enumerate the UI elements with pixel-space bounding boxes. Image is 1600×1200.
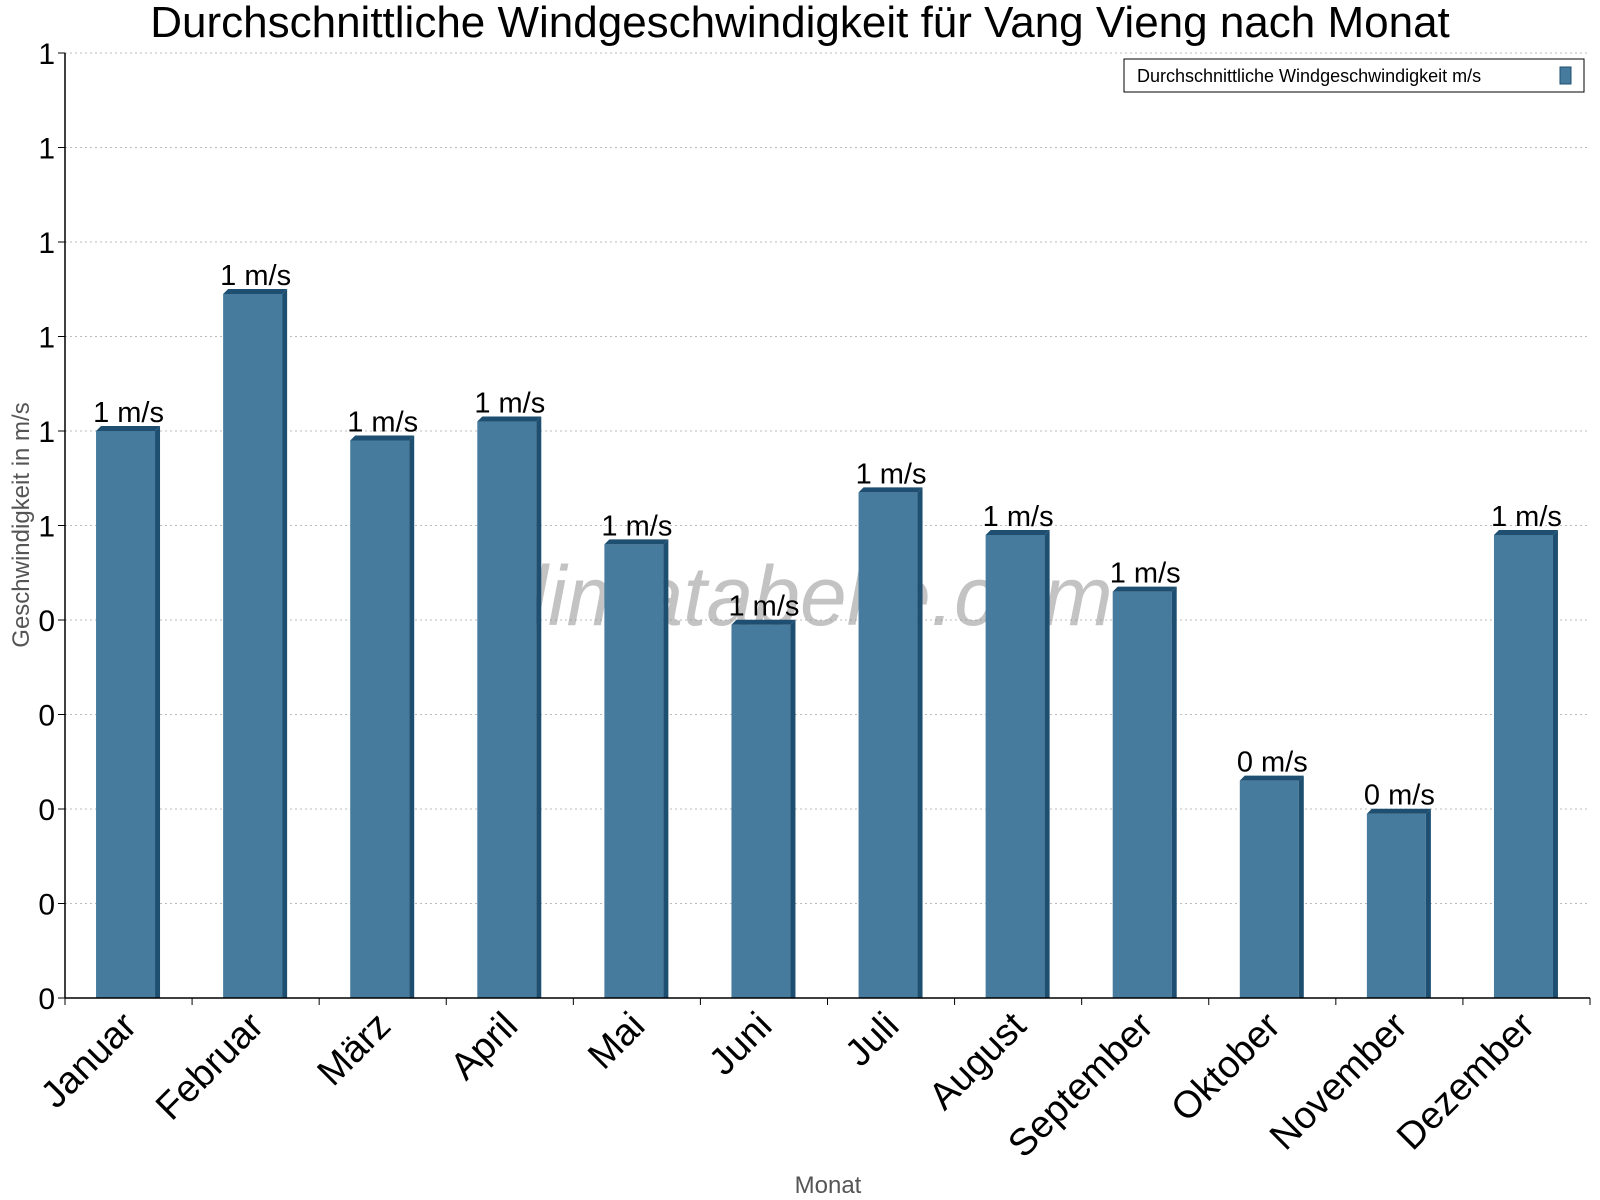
bar-front — [1366, 813, 1426, 998]
y-axis-title: Geschwindigkeit in m/s — [8, 402, 35, 647]
bar-juli — [858, 487, 923, 998]
bar-side — [1044, 529, 1050, 998]
bar-front — [1493, 534, 1553, 998]
y-tick-label: 0 — [38, 794, 55, 827]
y-tick-label: 1 — [38, 511, 55, 544]
bar-value-label: 1 m/s — [729, 591, 800, 623]
bar-value-label: 1 m/s — [474, 388, 545, 420]
bar-front — [223, 293, 283, 999]
bar-oktober — [1239, 775, 1304, 998]
bar-front — [731, 624, 791, 998]
bar-top — [96, 426, 161, 431]
legend: Durchschnittliche Windgeschwindigkeit m/… — [1123, 58, 1585, 93]
gridlines — [65, 52, 1590, 904]
y-tick-label: 1 — [38, 227, 55, 260]
bar-side — [155, 426, 161, 998]
x-tick-label: Januar — [33, 1004, 145, 1116]
bar-side — [1171, 586, 1177, 998]
bar-top — [1239, 775, 1304, 781]
bar-april — [477, 416, 542, 998]
bar-value-label: 0 m/s — [1237, 747, 1308, 779]
bar-august — [985, 529, 1050, 998]
x-tick-label: November — [1262, 1004, 1416, 1158]
y-tick-label: 0 — [38, 889, 55, 922]
bar-side — [917, 487, 923, 998]
chart-title: Durchschnittliche Windgeschwindigkeit fü… — [150, 0, 1450, 47]
bar-top — [350, 435, 415, 441]
bar-front — [1112, 591, 1172, 998]
y-tick-label: 1 — [38, 416, 55, 449]
bar-top — [1493, 529, 1558, 535]
x-ticks: Januar Februar März April Mai Juni Juli AugustS… — [33, 998, 1591, 1166]
bar-value-label: 1 m/s — [856, 458, 927, 490]
bar-front — [477, 421, 537, 998]
bar-top — [1366, 808, 1431, 814]
bar-side — [1298, 775, 1304, 998]
bar-märz — [350, 435, 415, 998]
legend-label: Durchschnittliche Windgeschwindigkeit m/… — [1137, 66, 1481, 86]
bar-top — [477, 416, 542, 422]
y-tick-label: 1 — [38, 322, 55, 355]
bar-value-label: 1 m/s — [983, 501, 1054, 533]
bar-top — [1112, 586, 1177, 592]
x-tick-label: Oktober — [1163, 1004, 1289, 1130]
bar-side — [1425, 808, 1431, 998]
legend-swatch — [1559, 66, 1572, 85]
bar-front — [604, 544, 664, 998]
legend-box — [1123, 58, 1585, 93]
bar-top — [604, 539, 669, 545]
y-tick-label: 1 — [38, 133, 55, 166]
x-tick-label: Mai — [580, 1005, 653, 1078]
x-axis-title: Monat — [795, 1172, 862, 1199]
y-ticks: 0 0 0 0 0 1 1 1 1 1 1 — [38, 38, 65, 1016]
bar-value-label: 1 m/s — [1110, 558, 1181, 590]
bar-dezember — [1493, 529, 1558, 998]
bar-value-label: 1 m/s — [1491, 501, 1562, 533]
x-tick-label: August — [921, 1004, 1035, 1118]
bar-side — [663, 539, 669, 998]
bar-top — [731, 619, 796, 625]
bar-september — [1112, 586, 1177, 998]
bar-top — [985, 529, 1050, 535]
x-tick-label: Februar — [148, 1004, 272, 1128]
bar-november — [1366, 808, 1431, 998]
bar-side — [409, 435, 415, 998]
bar-front — [985, 534, 1045, 998]
y-tick-label: 0 — [38, 700, 55, 733]
bar-value-label: 1 m/s — [601, 510, 672, 542]
x-tick-label: Juni — [701, 1005, 780, 1084]
bars: 1 m/s 1 m/s 1 m/s 1 m/s 1 m/s 1 m/s 1 m/s 1 m/s… — [93, 260, 1562, 999]
bar-top — [223, 288, 288, 294]
x-tick-label: März — [310, 1005, 399, 1094]
x-tick-label: Dezember — [1389, 1004, 1543, 1158]
bar-side — [282, 288, 288, 999]
bar-top — [858, 487, 923, 493]
bar-side — [1552, 529, 1558, 998]
bar-juni — [731, 619, 796, 998]
bar-front — [96, 431, 156, 998]
bar-februar — [223, 288, 288, 999]
y-tick-label: 0 — [38, 605, 55, 638]
x-tick-label: Juli — [837, 1005, 907, 1075]
bar-front — [350, 440, 410, 998]
bar-value-label: 0 m/s — [1364, 780, 1435, 812]
bar-value-label: 1 m/s — [347, 406, 418, 438]
bar-front — [858, 492, 918, 998]
bar-value-label: 1 m/s — [93, 397, 164, 429]
bar-mai — [604, 539, 669, 998]
bar-front — [1239, 780, 1299, 998]
x-tick-label: April — [443, 1005, 526, 1088]
bar-januar — [96, 426, 161, 998]
y-tick-label: 0 — [38, 983, 55, 1016]
bar-side — [536, 416, 542, 998]
bar-side — [790, 619, 796, 998]
bar-value-label: 1 m/s — [220, 260, 291, 292]
y-tick-label: 1 — [38, 38, 55, 71]
